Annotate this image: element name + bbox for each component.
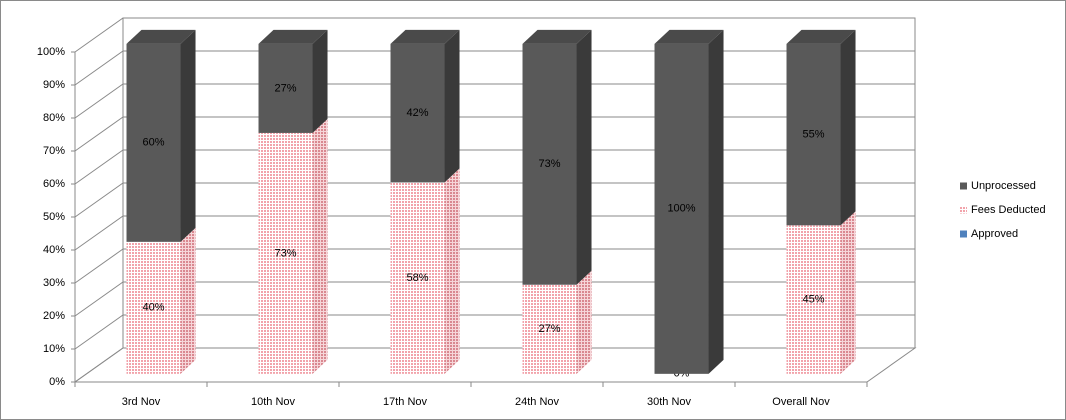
bar-top [390, 29, 460, 44]
legend-swatch [960, 230, 967, 238]
grid-line [74, 281, 915, 317]
bar-segment [258, 132, 313, 374]
grid-line [74, 83, 915, 119]
data-label: 40% [143, 302, 165, 314]
bar-side [840, 29, 856, 226]
grid-line [74, 248, 915, 284]
bar-side [576, 29, 592, 285]
bar-segment [126, 43, 181, 242]
y-tick-label: 20% [43, 310, 65, 322]
bar-top [522, 29, 592, 44]
x-tick-label: Overall Nov [772, 396, 830, 408]
data-label: 27% [539, 323, 561, 335]
grid-line [74, 215, 915, 251]
bar-segment [258, 43, 313, 133]
y-tick-label: 90% [43, 79, 65, 91]
bar-side [180, 227, 196, 374]
x-tick-label: 30th Nov [647, 396, 692, 408]
legend-swatch [960, 206, 967, 214]
y-tick-label: 60% [43, 178, 65, 190]
y-tick-label: 50% [43, 211, 65, 223]
y-tick-label: 80% [43, 112, 65, 124]
bar-top [258, 29, 328, 44]
bar-segment [126, 241, 181, 374]
grid-line [74, 149, 915, 185]
data-label: 58% [407, 272, 429, 284]
bar-segment [522, 284, 577, 374]
grid-line [74, 347, 915, 383]
legend-label: Fees Deducted [971, 204, 1046, 216]
grid-line [74, 17, 915, 53]
bar-segment [390, 43, 445, 183]
grid-line [74, 50, 915, 86]
grid-line [74, 116, 915, 152]
y-tick-label: 0% [49, 376, 65, 388]
data-label: 27% [275, 82, 297, 94]
grid-line [74, 314, 915, 350]
y-tick-label: 10% [43, 343, 65, 355]
bar-segment [522, 43, 577, 285]
bar-side [312, 118, 328, 374]
data-label: 73% [539, 158, 561, 170]
x-tick-label: 10th Nov [251, 396, 296, 408]
data-label: 55% [803, 128, 825, 140]
bar-side [576, 270, 592, 374]
bar-segment [390, 182, 445, 374]
x-tick-label: 3rd Nov [122, 396, 161, 408]
bar-segment [786, 43, 841, 226]
bar-top [786, 29, 856, 44]
bar-side [180, 29, 196, 242]
x-tick-label: 24th Nov [515, 396, 560, 408]
legend-label: Approved [971, 228, 1018, 240]
y-tick-label: 100% [37, 46, 65, 58]
bar-side [708, 29, 724, 374]
x-tick-label: 17th Nov [383, 396, 428, 408]
y-tick-label: 40% [43, 244, 65, 256]
bar-side [444, 168, 460, 374]
legend-swatch [960, 182, 967, 190]
bar-segment [654, 43, 709, 374]
grid-line [74, 182, 915, 218]
data-label: 100% [667, 203, 695, 215]
bar-segment [786, 225, 841, 374]
bar-side [444, 29, 460, 183]
bar-side [840, 211, 856, 374]
data-label: 60% [143, 137, 165, 149]
y-tick-label: 30% [43, 277, 65, 289]
data-label: 73% [275, 247, 297, 259]
data-label: 42% [407, 107, 429, 119]
bar-top [654, 29, 724, 44]
data-label: 45% [803, 293, 825, 305]
legend-label: Unprocessed [971, 180, 1036, 192]
bar-side [312, 29, 328, 133]
y-tick-label: 70% [43, 145, 65, 157]
bar-top [126, 29, 196, 44]
